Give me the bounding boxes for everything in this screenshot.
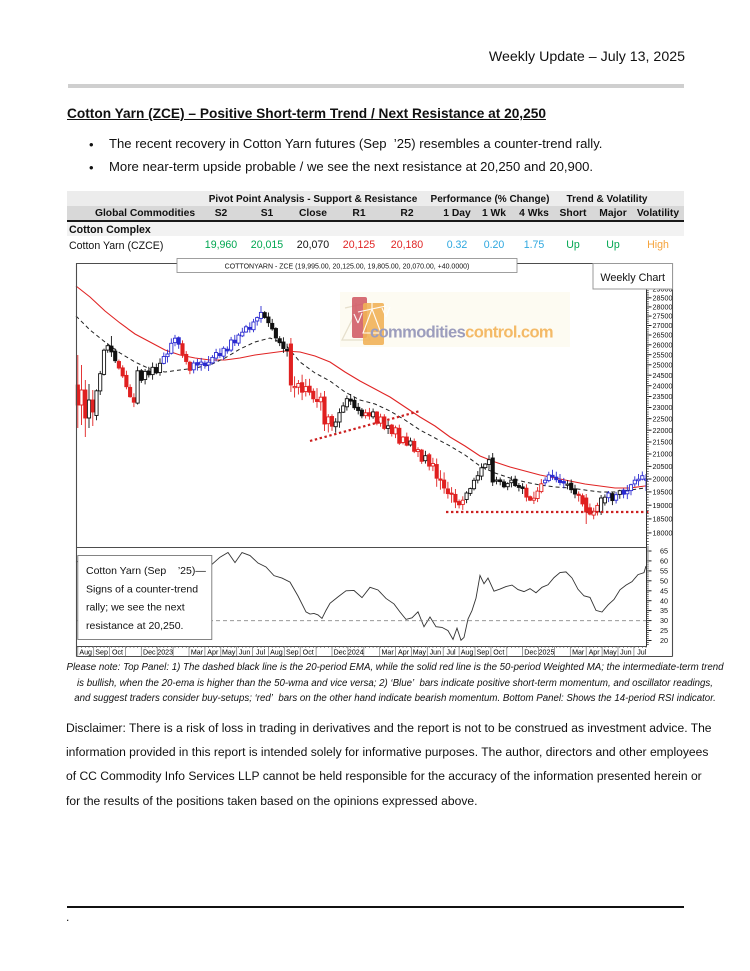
svg-text:65: 65 [660, 547, 668, 556]
svg-text:21000: 21000 [653, 450, 673, 459]
svg-text:rally; we see the next: rally; we see the next [86, 602, 185, 614]
svg-text:60: 60 [660, 557, 668, 566]
svg-text:45: 45 [660, 586, 668, 595]
svg-text:20500: 20500 [653, 462, 673, 471]
svg-text:Jun: Jun [430, 649, 441, 657]
svg-text:40: 40 [660, 596, 668, 605]
svg-text:23000: 23000 [653, 403, 673, 412]
svg-text:May: May [413, 649, 427, 657]
svg-text:May: May [222, 649, 236, 657]
svg-text:Aug: Aug [270, 649, 283, 657]
svg-text:25: 25 [660, 626, 668, 635]
svg-text:2025: 2025 [539, 649, 555, 657]
svg-text:26500: 26500 [653, 331, 673, 340]
svg-text:18000: 18000 [653, 529, 673, 538]
svg-text:Jul: Jul [256, 649, 265, 657]
svg-text:50: 50 [660, 576, 668, 585]
svg-text:23500: 23500 [653, 392, 673, 401]
svg-text:35: 35 [660, 606, 668, 615]
svg-text:20000: 20000 [653, 475, 673, 484]
svg-text:Oct: Oct [493, 649, 504, 657]
svg-text:Mar: Mar [191, 649, 204, 657]
svg-text:Apr: Apr [207, 649, 219, 657]
svg-text:Jul: Jul [447, 649, 456, 657]
svg-text:Apr: Apr [589, 649, 601, 657]
svg-text:22500: 22500 [653, 414, 673, 423]
svg-text:Oct: Oct [112, 649, 123, 657]
svg-text:27500: 27500 [653, 312, 673, 321]
svg-text:25000: 25000 [653, 360, 673, 369]
svg-text:18500: 18500 [653, 515, 673, 524]
svg-text:Aug: Aug [79, 649, 92, 657]
svg-text:COTTONYARN - ZCE (19,995.00, 2: COTTONYARN - ZCE (19,995.00, 20,125.00, … [225, 264, 470, 271]
svg-text:Jun: Jun [620, 649, 631, 657]
svg-text:19500: 19500 [653, 488, 673, 497]
svg-text:24000: 24000 [653, 381, 673, 390]
svg-text:Mar: Mar [381, 649, 394, 657]
svg-text:Sep: Sep [95, 649, 108, 657]
svg-text:Jun: Jun [239, 649, 250, 657]
svg-text:Mar: Mar [572, 649, 585, 657]
svg-text:Dec: Dec [524, 649, 537, 657]
svg-text:2024: 2024 [348, 649, 364, 657]
svg-text:Aug: Aug [461, 649, 474, 657]
svg-text:24500: 24500 [653, 371, 673, 380]
svg-text:Oct: Oct [303, 649, 314, 657]
svg-text:20: 20 [660, 636, 668, 645]
svg-text:28500: 28500 [653, 293, 673, 302]
svg-text:Weekly Chart: Weekly Chart [600, 272, 665, 284]
svg-text:Dec: Dec [334, 649, 347, 657]
svg-text:Sep: Sep [477, 649, 490, 657]
svg-text:22000: 22000 [653, 426, 673, 435]
svg-text:55: 55 [660, 567, 668, 576]
svg-text:May: May [603, 649, 617, 657]
svg-text:Apr: Apr [398, 649, 410, 657]
svg-text:27000: 27000 [653, 321, 673, 330]
svg-text:Dec: Dec [143, 649, 156, 657]
svg-text:Cotton Yarn (Sep ’25)—: Cotton Yarn (Sep ’25)— [86, 565, 206, 577]
svg-text:30: 30 [660, 616, 668, 625]
svg-text:Signs of a counter-trend: Signs of a counter-trend [86, 583, 198, 595]
svg-text:Sep: Sep [286, 649, 299, 657]
svg-text:Jul: Jul [637, 649, 646, 657]
svg-text:28000: 28000 [653, 303, 673, 312]
svg-text:21500: 21500 [653, 438, 673, 447]
svg-text:26000: 26000 [653, 340, 673, 349]
svg-text:commoditiescontrol.com: commoditiescontrol.com [370, 324, 553, 342]
svg-text:resistance at 20,250.: resistance at 20,250. [86, 620, 183, 632]
svg-text:19000: 19000 [653, 501, 673, 510]
svg-text:25500: 25500 [653, 350, 673, 359]
svg-text:2023: 2023 [157, 649, 173, 657]
